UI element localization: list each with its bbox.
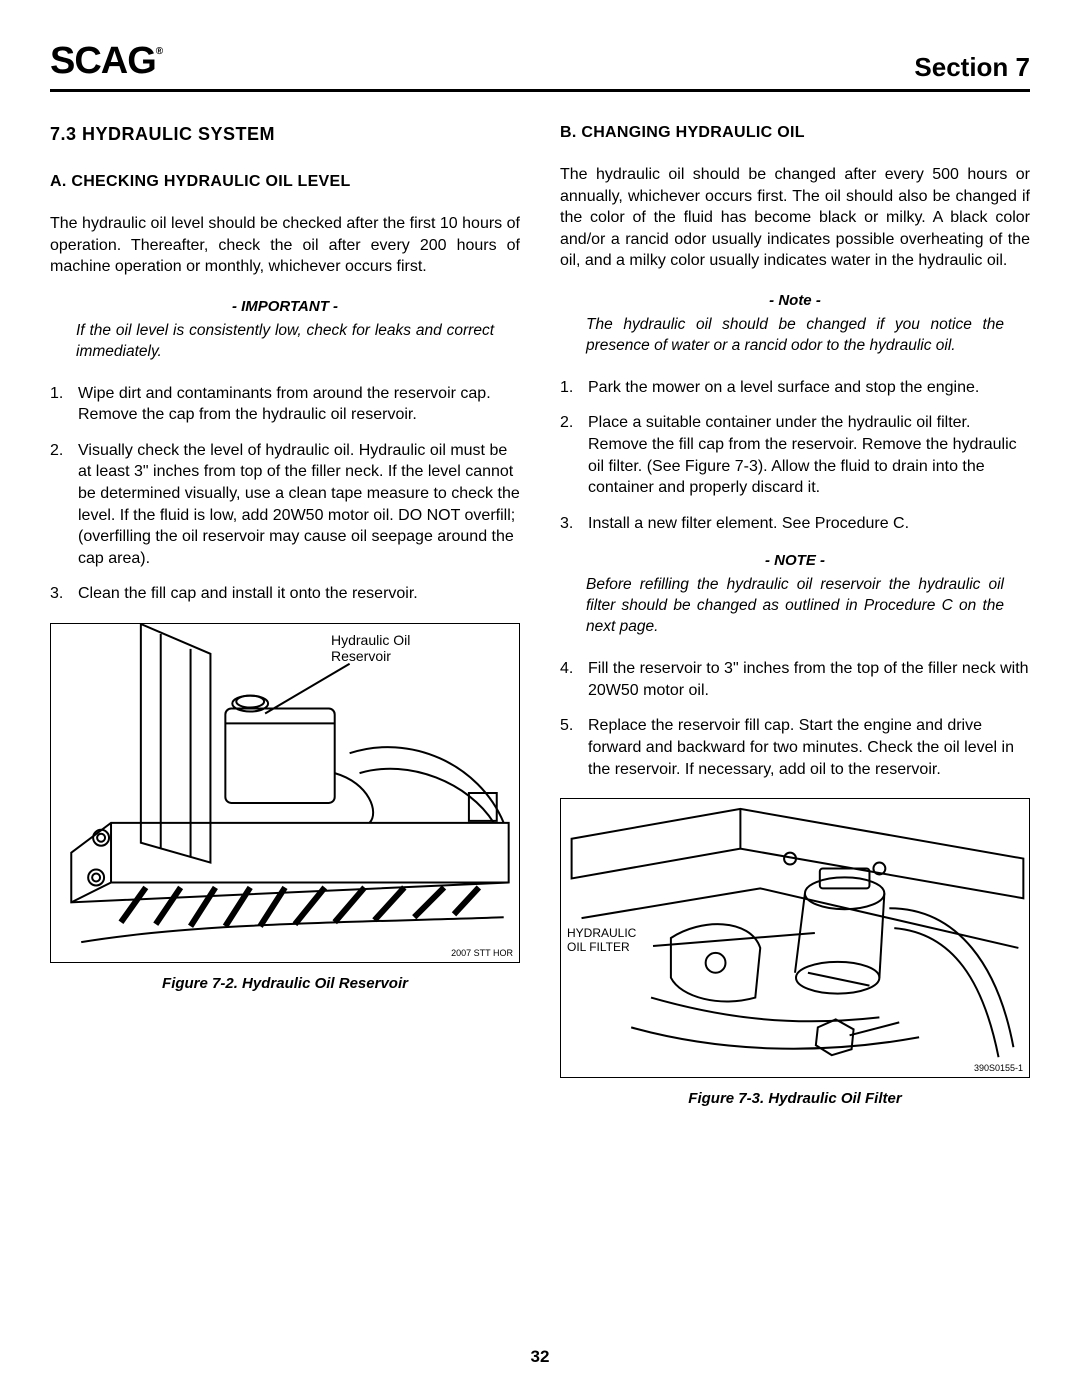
important-label: - IMPORTANT - [50,298,520,315]
note2-body: Before refilling the hydraulic oil reser… [560,575,1030,638]
sub-heading-a: A. CHECKING HYDRAULIC OIL LEVEL [50,173,520,191]
content-columns: 7.3 HYDRAULIC SYSTEM A. CHECKING HYDRAUL… [50,124,1030,1107]
right-column: B. CHANGING HYDRAULIC OIL The hydraulic … [560,124,1030,1107]
logo-registered: ® [156,46,162,57]
steps-list-a: Wipe dirt and contaminants from around t… [50,383,520,605]
figure-7-3-caption: Figure 7-3. Hydraulic Oil Filter [560,1090,1030,1107]
list-item: Wipe dirt and contaminants from around t… [50,383,520,426]
section-label: Section 7 [914,52,1030,83]
page-number: 32 [0,1347,1080,1367]
main-heading: 7.3 HYDRAULIC SYSTEM [50,124,520,145]
note1-body: The hydraulic oil should be changed if y… [560,315,1030,357]
steps-list-b1: Park the mower on a level surface and st… [560,377,1030,535]
figure-watermark: 2007 STT HOR [451,948,513,958]
page-header: SCAG® Section 7 [50,40,1030,92]
intro-paragraph-b: The hydraulic oil should be changed afte… [560,164,1030,272]
reservoir-illustration [51,624,519,962]
list-item: Fill the reservoir to 3" inches from the… [560,658,1030,701]
list-item: Place a suitable container under the hyd… [560,412,1030,498]
figure-watermark: 390S0155-1 [974,1063,1023,1073]
intro-paragraph: The hydraulic oil level should be checke… [50,213,520,278]
list-item: Clean the fill cap and install it onto t… [50,583,520,605]
figure-callout-label: HYDRAULIC OIL FILTER [567,927,636,955]
list-item: Visually check the level of hydraulic oi… [50,440,520,570]
figure-7-2: Hydraulic Oil Reservoir [50,623,520,963]
note1-label: - Note - [560,292,1030,309]
sub-heading-b: B. CHANGING HYDRAULIC OIL [560,124,1030,142]
list-item: Install a new filter element. See Proced… [560,513,1030,535]
figure-callout-label: Hydraulic Oil Reservoir [331,632,410,664]
left-column: 7.3 HYDRAULIC SYSTEM A. CHECKING HYDRAUL… [50,124,520,1107]
brand-logo: SCAG® [50,40,162,83]
figure-7-2-caption: Figure 7-2. Hydraulic Oil Reservoir [50,975,520,992]
list-item: Replace the reservoir fill cap. Start th… [560,715,1030,780]
note2-label: - NOTE - [560,552,1030,569]
logo-text: SCAG [50,40,156,82]
figure-7-3: HYDRAULIC OIL FILTER [560,798,1030,1078]
steps-list-b2: Fill the reservoir to 3" inches from the… [560,658,1030,780]
important-body: If the oil level is consistently low, ch… [50,321,520,363]
list-item: Park the mower on a level surface and st… [560,377,1030,399]
